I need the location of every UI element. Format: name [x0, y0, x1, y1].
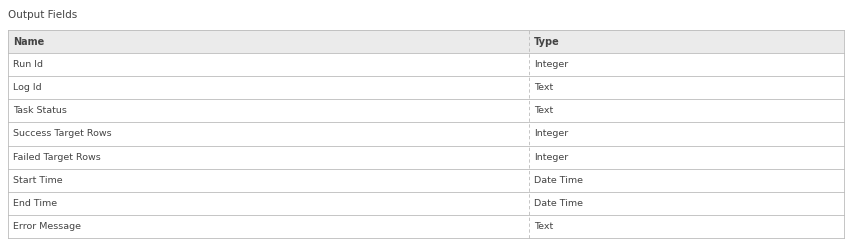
Text: Integer: Integer: [534, 60, 568, 69]
Text: Text: Text: [534, 106, 553, 115]
Text: Integer: Integer: [534, 153, 568, 162]
Text: Date Time: Date Time: [534, 199, 583, 208]
Text: Text: Text: [534, 222, 553, 231]
Text: Start Time: Start Time: [13, 176, 63, 185]
Text: Output Fields: Output Fields: [8, 10, 78, 20]
Bar: [8, 30, 844, 53]
Text: Text: Text: [534, 83, 553, 92]
Text: Name: Name: [13, 37, 44, 46]
Text: Run Id: Run Id: [13, 60, 43, 69]
Text: End Time: End Time: [13, 199, 57, 208]
Text: Date Time: Date Time: [534, 176, 583, 185]
Bar: [8, 145, 844, 169]
Bar: [8, 76, 844, 99]
Text: Integer: Integer: [534, 129, 568, 138]
Text: Success Target Rows: Success Target Rows: [13, 129, 112, 138]
Bar: [8, 192, 844, 215]
Bar: [8, 169, 844, 192]
Text: Failed Target Rows: Failed Target Rows: [13, 153, 101, 162]
Text: Task Status: Task Status: [13, 106, 66, 115]
Bar: [8, 99, 844, 122]
Bar: [8, 215, 844, 238]
Bar: [8, 53, 844, 76]
Bar: [8, 122, 844, 145]
Text: Type: Type: [534, 37, 560, 46]
Text: Log Id: Log Id: [13, 83, 42, 92]
Text: Error Message: Error Message: [13, 222, 81, 231]
